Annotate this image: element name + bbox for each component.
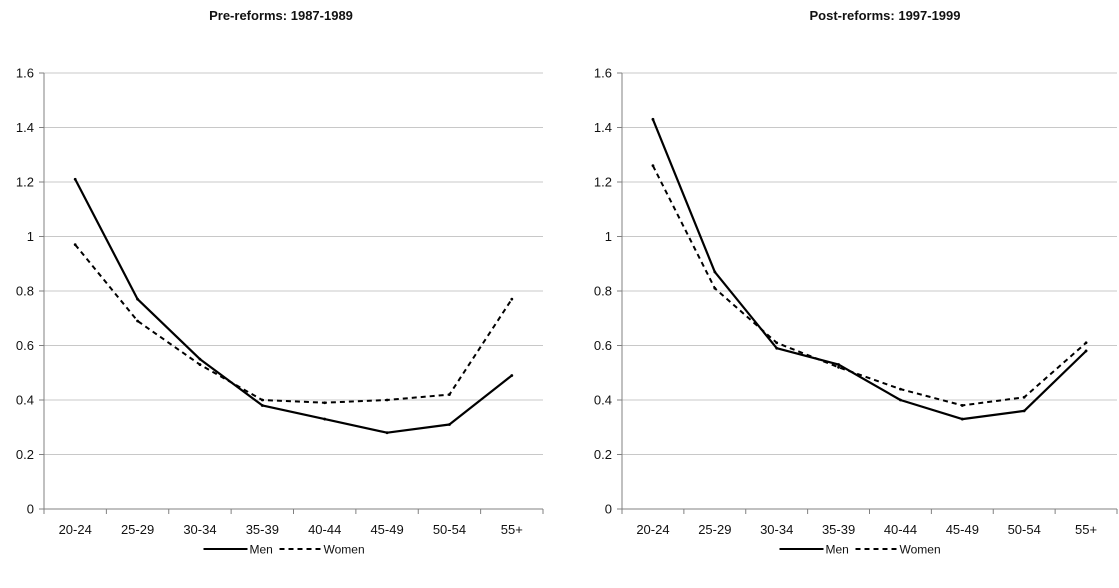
data-point-men (899, 398, 902, 402)
data-point-women (73, 243, 77, 247)
data-point-women (448, 393, 451, 396)
x-tick-label: 50-54 (1008, 522, 1041, 537)
data-point-men (198, 357, 202, 361)
data-point-women (385, 398, 389, 402)
legend: Men Women (203, 543, 365, 557)
x-tick-label: 40-44 (884, 522, 917, 537)
data-point-men (448, 423, 451, 426)
data-point-men (73, 177, 77, 181)
x-tick-label: 35-39 (246, 522, 279, 537)
data-point-men (385, 431, 389, 435)
data-point-women (323, 401, 327, 405)
data-point-men (775, 346, 779, 350)
legend-label-women: Women (900, 543, 941, 557)
y-tick-label: 0.8 (16, 284, 34, 299)
legend-label-women: Women (324, 543, 365, 557)
y-tick-label: 0.2 (594, 447, 612, 462)
series-line-women (652, 165, 1087, 407)
x-tick-label: 35-39 (822, 522, 855, 537)
x-tick-label: 55+ (1075, 522, 1097, 537)
data-point-men (510, 374, 514, 377)
x-tick-label: 20-24 (59, 522, 92, 537)
x-tick-label: 30-34 (183, 522, 216, 537)
x-tick-label: 20-24 (636, 522, 669, 537)
y-tick-label: 0.4 (16, 393, 34, 408)
data-point-women (1022, 395, 1026, 399)
chart-panel-pre-reforms: Pre-reforms: 1987-1989 0 0.2 0.4 0.6 0.8 1 1.2 1… (16, 8, 544, 557)
data-point-women (260, 398, 264, 402)
data-point-women (1084, 341, 1088, 345)
data-point-men (837, 363, 840, 366)
y-tick-label: 0 (605, 502, 612, 517)
y-tick-label: 1.6 (16, 66, 34, 81)
data-point-men (260, 404, 264, 407)
data-point-men (136, 297, 139, 301)
data-point-women (198, 363, 202, 366)
chart-panel-post-reforms: Post-reforms: 1997-1999 0 0.2 0.4 0.6 0.8 1 1.2… (559, 0, 1119, 588)
y-tick-label: 0.6 (16, 338, 34, 353)
data-point-men (651, 117, 655, 121)
data-point-men (960, 417, 964, 421)
y-tick-label: 0.8 (594, 284, 612, 299)
y-tick-label: 1 (605, 229, 612, 244)
series-line-women (74, 244, 513, 404)
data-point-women (651, 164, 655, 168)
data-point-men (713, 270, 717, 274)
data-point-men (1022, 409, 1026, 413)
y-tick-label: 0 (27, 502, 34, 517)
legend-label-men: Men (826, 543, 849, 557)
data-point-men (323, 417, 327, 421)
y-tick-label: 1 (27, 229, 34, 244)
data-point-women (136, 319, 139, 323)
x-tick-label: 50-54 (433, 522, 466, 537)
y-tick-label: 0.6 (594, 338, 612, 353)
x-tick-label: 45-49 (370, 522, 403, 537)
y-tick-label: 1.2 (594, 175, 612, 190)
legend: Men Women (779, 543, 941, 557)
x-tick-label: 25-29 (121, 522, 154, 537)
data-point-women (837, 365, 840, 369)
chart-svg-pre-reforms: Pre-reforms: 1987-1989 0 0.2 0.4 0.6 0.8 1 1.2 1… (16, 8, 544, 557)
data-point-women (775, 341, 779, 345)
y-tick-label: 0.2 (16, 447, 34, 462)
series-line-men (74, 178, 513, 434)
chart-title: Pre-reforms: 1987-1989 (209, 8, 353, 23)
x-tick-label: 40-44 (308, 522, 341, 537)
data-point-women (960, 404, 964, 407)
y-tick-label: 1.6 (594, 66, 612, 81)
data-point-women (899, 387, 902, 391)
data-point-women (713, 286, 717, 290)
x-tick-label: 45-49 (946, 522, 979, 537)
data-point-women (510, 297, 514, 301)
chart-title: Post-reforms: 1997-1999 (809, 8, 960, 23)
y-tick-label: 1.4 (594, 120, 612, 135)
y-tick-label: 1.4 (16, 120, 34, 135)
x-tick-label: 55+ (501, 522, 523, 537)
series-line-men (651, 118, 1087, 421)
legend-label-men: Men (250, 543, 273, 557)
x-tick-label: 25-29 (698, 522, 731, 537)
chart-svg-post-reforms: Post-reforms: 1997-1999 0 0.2 0.4 0.6 0.8 1 1.2… (594, 8, 1118, 557)
y-tick-label: 0.4 (594, 393, 612, 408)
data-point-men (1084, 349, 1088, 353)
y-tick-label: 1.2 (16, 175, 34, 190)
x-tick-label: 30-34 (760, 522, 793, 537)
